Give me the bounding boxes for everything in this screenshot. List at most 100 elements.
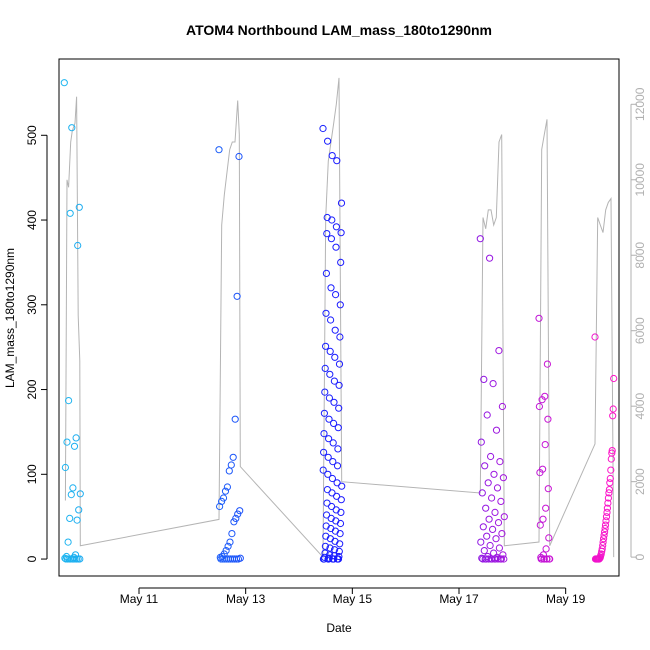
data-point xyxy=(481,462,489,470)
data-point xyxy=(540,555,548,563)
x-axis-label: Date xyxy=(326,621,352,635)
data-point xyxy=(328,502,336,511)
data-point xyxy=(488,494,496,502)
data-point xyxy=(64,538,72,546)
data-point xyxy=(495,544,503,552)
secondary-y-tick-label: 2000 xyxy=(633,468,647,495)
data-point xyxy=(542,504,550,512)
data-point xyxy=(543,360,552,368)
data-point xyxy=(336,530,344,538)
data-point xyxy=(335,404,343,412)
data-point xyxy=(324,555,332,563)
data-point xyxy=(326,347,334,355)
data-point xyxy=(546,555,554,563)
data-point xyxy=(330,377,338,385)
data-point xyxy=(229,453,237,461)
data-point xyxy=(598,545,606,553)
x-tick-label: May 15 xyxy=(333,592,373,606)
data-point xyxy=(62,555,70,563)
data-point xyxy=(478,489,486,497)
data-point xyxy=(482,555,490,563)
data-point xyxy=(328,216,336,224)
data-point xyxy=(489,525,497,534)
data-point xyxy=(336,333,344,341)
scatter-points-layer xyxy=(60,79,618,563)
data-point xyxy=(225,467,233,475)
data-point xyxy=(328,152,336,160)
data-point xyxy=(231,415,239,423)
data-point xyxy=(499,474,507,482)
data-point xyxy=(66,209,74,217)
data-point xyxy=(538,396,546,404)
data-point xyxy=(334,445,342,453)
data-point xyxy=(609,405,617,413)
data-point xyxy=(486,541,494,550)
data-point xyxy=(336,301,344,309)
data-point xyxy=(321,542,329,550)
data-point xyxy=(493,484,502,492)
data-point xyxy=(332,291,340,299)
data-point xyxy=(335,381,343,389)
data-point xyxy=(544,415,552,423)
data-point xyxy=(605,486,614,494)
plot-area-frame xyxy=(58,58,620,577)
data-point xyxy=(338,482,346,490)
y-axis: 0 100 200 300 400 500 xyxy=(25,125,48,562)
x-tick-label: May 13 xyxy=(226,592,266,606)
data-point xyxy=(324,137,332,145)
data-point xyxy=(233,292,241,300)
data-point xyxy=(322,342,330,350)
y-tick-label: 500 xyxy=(25,125,39,145)
x-tick-label: May 17 xyxy=(439,592,479,606)
data-point xyxy=(219,555,227,563)
data-point xyxy=(606,479,614,487)
data-point xyxy=(326,370,334,378)
data-point xyxy=(70,442,79,450)
data-point xyxy=(608,447,616,455)
data-point xyxy=(604,499,612,507)
data-point xyxy=(610,374,618,383)
secondary-y-tick-label: 6000 xyxy=(633,317,647,344)
data-point xyxy=(323,230,331,238)
data-point xyxy=(498,530,506,538)
data-point xyxy=(492,426,501,434)
secondary-series-line xyxy=(64,77,615,559)
secondary-series-layer xyxy=(64,77,615,559)
data-point xyxy=(609,412,617,420)
data-point xyxy=(604,494,613,502)
data-point xyxy=(331,353,339,361)
data-point xyxy=(327,316,335,324)
secondary-y-tick-label: 10000 xyxy=(633,163,647,197)
data-point xyxy=(602,517,610,525)
data-point xyxy=(491,508,499,517)
data-point xyxy=(601,524,609,533)
data-point xyxy=(333,462,342,470)
data-point xyxy=(74,241,82,250)
data-point xyxy=(334,424,342,432)
data-point xyxy=(500,513,508,521)
data-point xyxy=(536,469,544,477)
data-point xyxy=(329,555,337,563)
data-point xyxy=(538,555,546,563)
data-point xyxy=(322,309,330,317)
x-axis: May 11 May 13 May 15 May 17 May 19 xyxy=(120,587,586,606)
data-point xyxy=(332,223,340,231)
data-point xyxy=(235,152,243,161)
data-point xyxy=(605,489,613,497)
data-point xyxy=(606,474,614,483)
data-point xyxy=(68,124,76,132)
data-point xyxy=(543,555,551,563)
data-point xyxy=(336,540,344,548)
y-tick-label: 100 xyxy=(25,464,39,484)
data-point xyxy=(603,504,612,512)
data-point xyxy=(234,510,242,518)
data-point xyxy=(545,534,553,542)
data-point xyxy=(498,402,506,411)
data-point xyxy=(61,463,70,472)
data-point xyxy=(602,513,611,521)
data-point xyxy=(333,479,341,487)
data-point xyxy=(601,521,610,529)
data-point xyxy=(487,452,495,461)
data-point xyxy=(601,528,609,536)
data-point xyxy=(600,535,608,543)
